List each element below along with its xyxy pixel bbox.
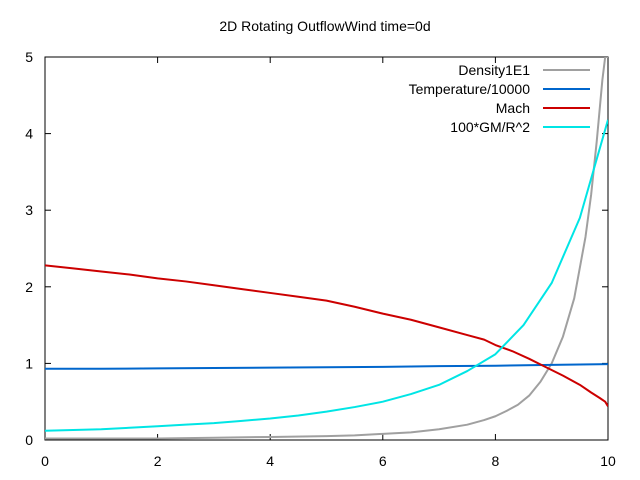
legend-label: 100*GM/R^2 — [450, 119, 530, 135]
series-lines — [45, 57, 608, 440]
x-tick-label: 2 — [154, 453, 162, 469]
chart-title: 2D Rotating OutflowWind time=0d — [219, 18, 430, 34]
x-tick-label: 10 — [600, 453, 616, 469]
axis-ticks: 0 2 4 6 8 10 0 1 2 3 4 5 — [25, 49, 616, 469]
plot-frame — [44, 56, 609, 441]
x-tick-label: 4 — [266, 453, 274, 469]
y-tick-label: 1 — [25, 355, 33, 371]
plot-border — [44, 56, 609, 441]
legend-label: Density1E1 — [458, 62, 530, 78]
series-line-3 — [45, 119, 608, 432]
y-tick-label: 5 — [25, 49, 33, 65]
x-tick-label: 0 — [41, 453, 49, 469]
series-line-0 — [45, 57, 608, 440]
x-tick-label: 6 — [379, 453, 387, 469]
series-line-2 — [45, 264, 608, 407]
series-line-1 — [45, 363, 608, 370]
y-tick-label: 0 — [25, 432, 33, 448]
y-tick-label: 4 — [25, 126, 33, 142]
legend: Density1E1 Temperature/10000 Mach 100*GM/R^… — [409, 62, 590, 135]
y-tick-label: 3 — [25, 202, 33, 218]
y-tick-label: 2 — [25, 279, 33, 295]
legend-label: Mach — [496, 100, 530, 116]
legend-label: Temperature/10000 — [409, 81, 531, 97]
x-tick-label: 8 — [492, 453, 500, 469]
